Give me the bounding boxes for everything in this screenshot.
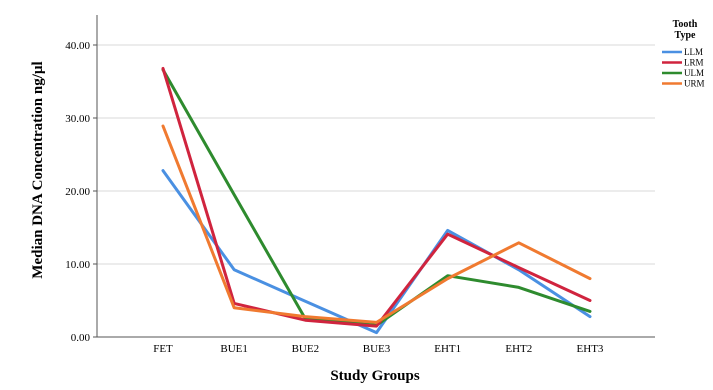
series-line-lrm <box>161 66 592 328</box>
legend-label-ulm: ULM <box>684 68 704 78</box>
x-tick-label: BUE2 <box>292 343 320 355</box>
series-layer <box>161 66 592 335</box>
y-tick-label: 20.00 <box>65 186 90 198</box>
x-tick-label: FET <box>153 343 173 355</box>
y-tick-label: 0.00 <box>71 332 91 344</box>
x-tick-label: EHT1 <box>434 343 461 355</box>
x-tick-label: EHT2 <box>505 343 532 355</box>
y-tick-label: 10.00 <box>65 259 90 271</box>
legend-label-lrm: LRM <box>684 58 704 68</box>
x-tick-label: BUE3 <box>363 343 391 355</box>
x-tick-label: EHT3 <box>577 343 604 355</box>
series-line-llm <box>161 169 592 335</box>
axis-layer: 0.00 10.00 20.00 30.00 40.00 FET BUE1 BUE2 BUE3 E… <box>65 15 655 355</box>
x-axis-title: Study Groups <box>330 368 420 384</box>
y-tick-label: 40.00 <box>65 40 90 52</box>
legend-label-urm: URM <box>684 79 705 89</box>
legend-title-line-2: Type <box>675 30 696 41</box>
legend-label-llm: LLM <box>684 47 703 57</box>
x-tick-label: BUE1 <box>220 343 248 355</box>
legend-title-line-1: Tooth <box>673 19 698 30</box>
y-tick-label: 30.00 <box>65 113 90 125</box>
grid-layer <box>97 44 655 265</box>
y-axis-title: Median DNA Concentration ng/µl <box>30 61 46 278</box>
series-line-urm <box>161 124 592 324</box>
